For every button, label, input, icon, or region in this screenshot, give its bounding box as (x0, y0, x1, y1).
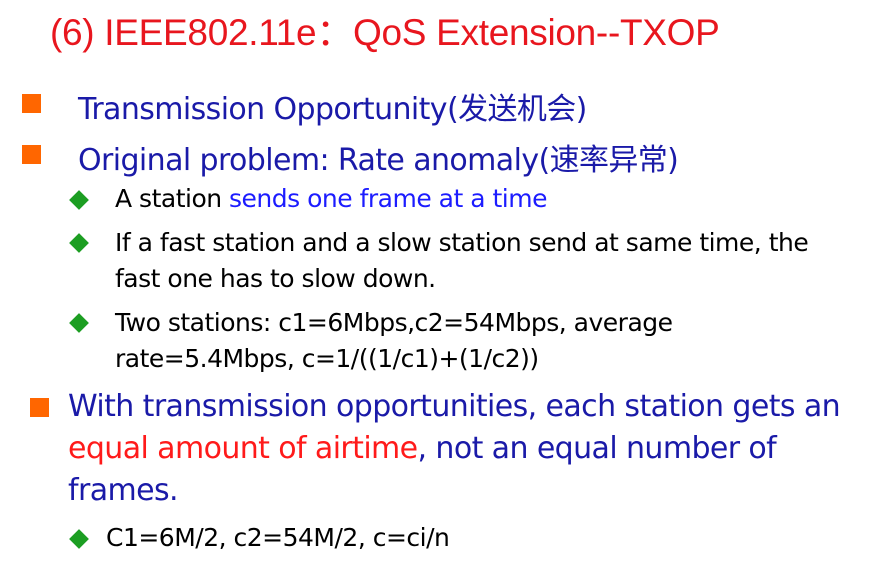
bullet-transmission-opportunity: Transmission Opportunity(发送机会) (78, 92, 587, 127)
square-bullet-icon (30, 398, 49, 417)
square-bullet-icon (22, 145, 41, 164)
diamond-bullet-icon (69, 313, 89, 333)
bullet-text: , not an equal number of frames. (68, 431, 777, 508)
highlight-blue-text: sends one frame at a time (229, 184, 547, 213)
highlight-red-text: equal amount of airtime (68, 431, 418, 466)
square-bullet-icon (22, 94, 41, 113)
bullet-transmission-opportunities: With transmission opportunities, each st… (68, 386, 848, 512)
sub-bullet-fast-slow: If a fast station and a slow station sen… (115, 228, 809, 293)
diamond-bullet-icon (69, 233, 89, 253)
sub-bullet-formula: C1=6M/2, c2=54M/2, c=ci/n (106, 523, 450, 552)
sub-bullet-two-stations: Two stations: c1=6Mbps,c2=54Mbps, averag… (115, 308, 673, 373)
bullet-original-problem: Original problem: Rate anomaly(速率异常) (78, 143, 679, 178)
sub-bullet-one-frame: A station sends one frame at a time (115, 184, 547, 213)
slide-title: (6) IEEE802.11e：QoS Extension--TXOP (50, 12, 720, 53)
diamond-bullet-icon (69, 529, 89, 549)
diamond-bullet-icon (69, 190, 89, 210)
bullet-text: With transmission opportunities, each st… (68, 389, 841, 424)
sub-bullet-text: A station (115, 184, 230, 213)
